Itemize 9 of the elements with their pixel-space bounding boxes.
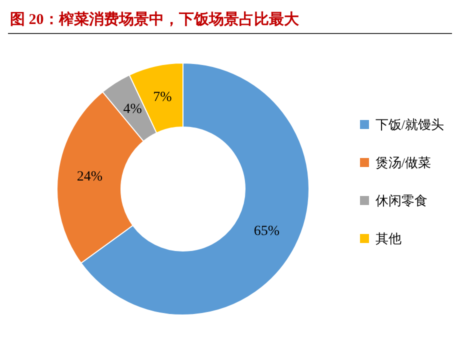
chart-title: 图 20：榨菜消费场景中，下饭场景占比最大: [8, 8, 452, 34]
legend-label: 下饭/就馒头: [375, 116, 444, 134]
legend-label: 休闲零食: [375, 192, 428, 210]
data-label: 24%: [76, 170, 103, 185]
data-label: 65%: [254, 224, 280, 240]
legend-label: 煲汤/做菜: [375, 154, 431, 172]
legend-label: 其他: [375, 230, 402, 248]
data-label: 7%: [153, 90, 172, 105]
data-label: 4%: [123, 102, 142, 118]
